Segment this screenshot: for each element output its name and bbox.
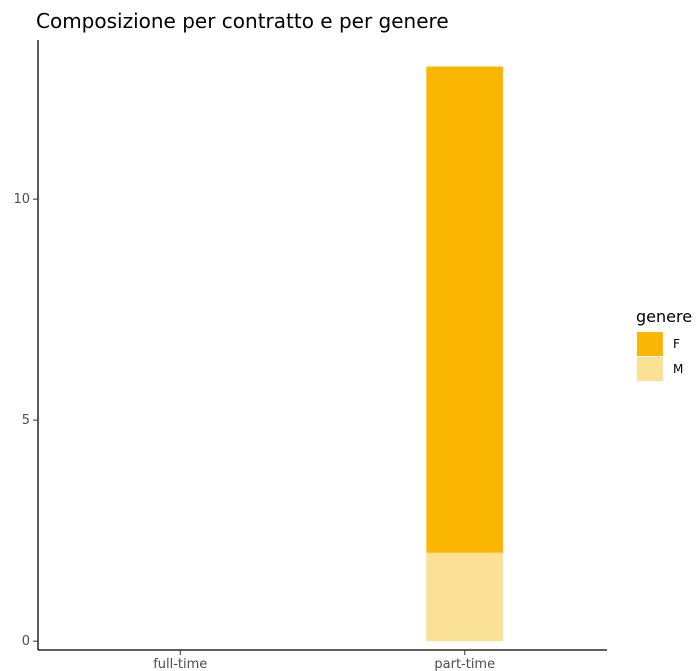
chart-title: Composizione per contratto e per genere <box>36 9 449 33</box>
legend-label-F: F <box>673 337 680 351</box>
legend: genere FM <box>636 307 692 381</box>
x-tick-label-part-time: part-time <box>434 657 495 671</box>
bar-part-time-F <box>426 66 504 553</box>
legend-key-M <box>637 357 663 381</box>
bar-part-time-M <box>426 552 504 642</box>
x-tick-label-full-time: full-time <box>153 657 207 671</box>
y-tick-label: 5 <box>22 413 30 428</box>
y-tick-label: 0 <box>22 634 30 649</box>
plot-area: 0 5 10 full-time part-time <box>13 40 607 671</box>
legend-label-M: M <box>673 362 683 376</box>
legend-key-F <box>637 332 663 356</box>
legend-title: genere <box>636 307 692 326</box>
y-tick-label: 10 <box>13 192 30 207</box>
